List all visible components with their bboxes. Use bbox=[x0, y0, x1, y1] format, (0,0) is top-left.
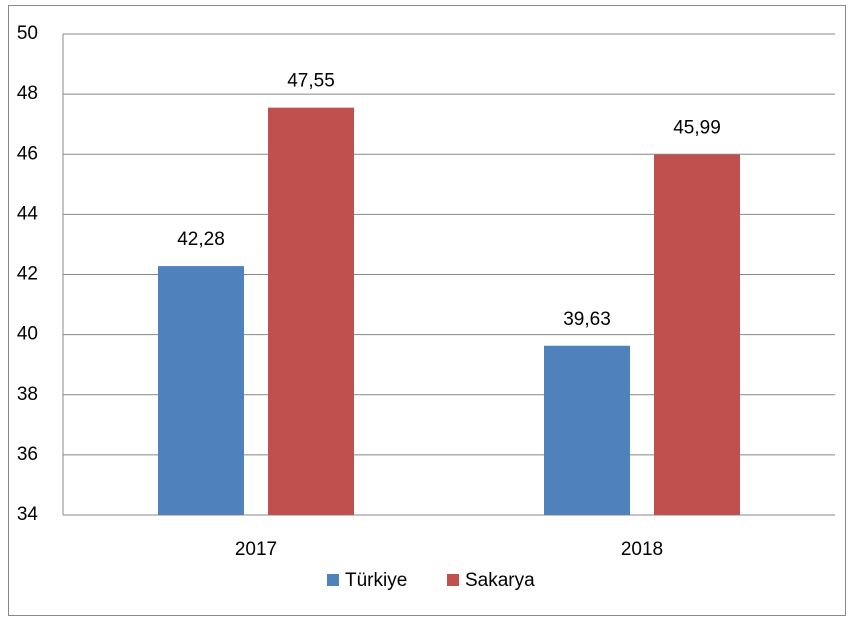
y-tick-label: 34 bbox=[17, 504, 39, 525]
y-tick-label: 40 bbox=[17, 324, 38, 345]
y-tick-label: 48 bbox=[17, 83, 38, 104]
y-tick-label: 42 bbox=[17, 264, 38, 285]
legend-label: Türkiye bbox=[345, 570, 407, 591]
y-tick-label: 36 bbox=[17, 444, 38, 465]
legend-swatch bbox=[327, 574, 339, 586]
value-label: 42,28 bbox=[177, 229, 225, 250]
bar bbox=[268, 107, 354, 515]
legend-label: Sakarya bbox=[465, 570, 535, 591]
value-label: 47,55 bbox=[287, 71, 335, 92]
y-tick-label: 50 bbox=[17, 23, 38, 44]
bar bbox=[654, 154, 740, 515]
bar bbox=[544, 345, 630, 515]
legend-swatch bbox=[447, 574, 459, 586]
x-tick-label: 2018 bbox=[621, 539, 663, 560]
x-tick-label: 2017 bbox=[235, 539, 277, 560]
value-label: 39,63 bbox=[563, 309, 611, 330]
bar bbox=[158, 266, 244, 515]
y-tick-label: 46 bbox=[17, 143, 38, 164]
y-tick-label: 44 bbox=[17, 203, 39, 224]
y-tick-label: 38 bbox=[17, 384, 38, 405]
value-label: 45,99 bbox=[673, 118, 721, 139]
